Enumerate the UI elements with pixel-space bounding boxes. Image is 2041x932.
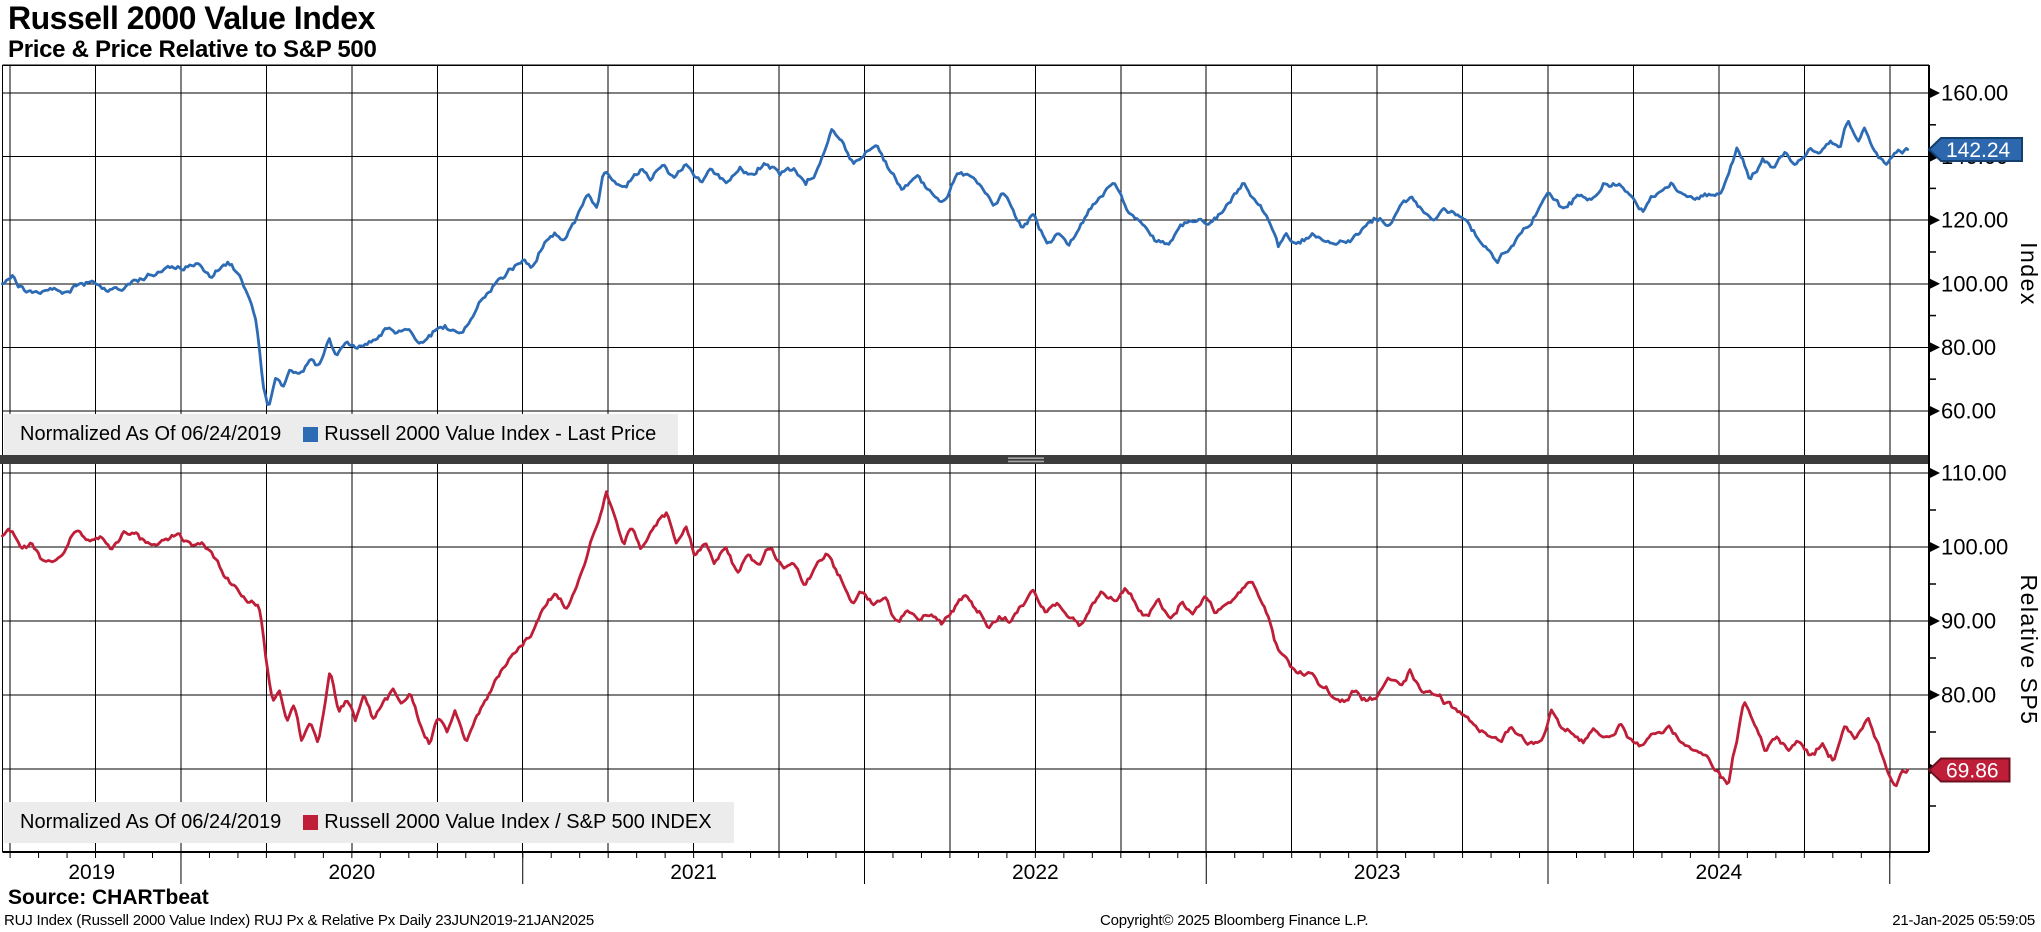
relative-series-line	[1, 490, 1910, 788]
chart-description: RUJ Index (Russell 2000 Value Index) RUJ…	[4, 912, 595, 929]
timestamp-label: 21-Jan-2025 05:59:05	[1892, 912, 2035, 929]
price-last-callout	[1927, 136, 2023, 162]
relative-series-marker	[303, 815, 319, 830]
y-axis-title: Index	[2016, 242, 2041, 306]
y-axis-tick-label: 120.00	[1941, 208, 2008, 233]
y-axis-tick-arrow	[1929, 689, 1940, 701]
x-axis-year-label: 2020	[328, 861, 375, 884]
y-axis-tick-label: 100.00	[1941, 535, 2008, 560]
y-axis-tick-arrow	[1929, 615, 1940, 627]
x-axis-year-label: 2019	[68, 861, 115, 884]
source-label: Source: CHARTbeat	[8, 886, 209, 909]
y-axis-tick-arrow	[1929, 87, 1940, 99]
x-axis-year-label: 2021	[670, 861, 717, 884]
y-axis-tick-arrow	[1929, 214, 1940, 226]
y-axis-tick-label: 60.00	[1941, 398, 1996, 423]
price-series-label: Russell 2000 Value Index - Last Price	[324, 423, 657, 445]
y-axis-tick-label: 160.00	[1941, 81, 2008, 106]
y-axis-tick-arrow	[1929, 405, 1940, 417]
last-price-value: 142.24	[1946, 139, 2011, 162]
price-normalized-label: Normalized As Of 06/24/2019	[20, 423, 282, 445]
relative-normalized-label: Normalized As Of 06/24/2019	[20, 811, 282, 833]
copyright-label: Copyright© 2025 Bloomberg Finance L.P.	[1100, 912, 1369, 929]
y-axis-tick-label: 80.00	[1941, 335, 1996, 360]
y-axis-tick-label: 90.00	[1941, 609, 1996, 634]
relative-last-callout	[1927, 757, 2011, 783]
y-axis-tick-label: 110.00	[1941, 461, 2007, 486]
y-axis-tick-label: 80.00	[1941, 683, 1996, 708]
last-price-value: 69.86	[1946, 760, 1999, 783]
x-axis-year-label: 2024	[1696, 861, 1743, 884]
y-axis-tick-arrow	[1929, 341, 1940, 353]
relative-series-label: Russell 2000 Value Index / S&P 500 INDEX	[324, 811, 712, 833]
y-axis-tick-arrow	[1929, 151, 1940, 163]
x-axis-year-label: 2022	[1012, 861, 1059, 884]
y-axis-tick-arrow	[1929, 467, 1940, 479]
relative-legend: Normalized As Of 06/24/2019 Russell 2000…	[4, 802, 734, 843]
y-axis-tick-label: 100.00	[1941, 271, 2008, 296]
price-series-line	[1, 119, 1910, 406]
footer-bar: RUJ Index (Russell 2000 Value Index) RUJ…	[0, 910, 2041, 932]
panel-divider	[0, 455, 1929, 464]
chart-subtitle: Price & Price Relative to S&P 500	[8, 36, 377, 63]
y-axis-title: Relative SP5	[2016, 575, 2041, 726]
x-axis-year-label: 2023	[1354, 861, 1401, 884]
price-series-marker	[303, 427, 319, 442]
chart-title: Russell 2000 Value Index	[8, 0, 375, 36]
y-axis-tick-arrow	[1929, 541, 1940, 553]
price-legend: Normalized As Of 06/24/2019 Russell 2000…	[4, 414, 679, 455]
y-axis-tick-arrow	[1929, 278, 1940, 290]
